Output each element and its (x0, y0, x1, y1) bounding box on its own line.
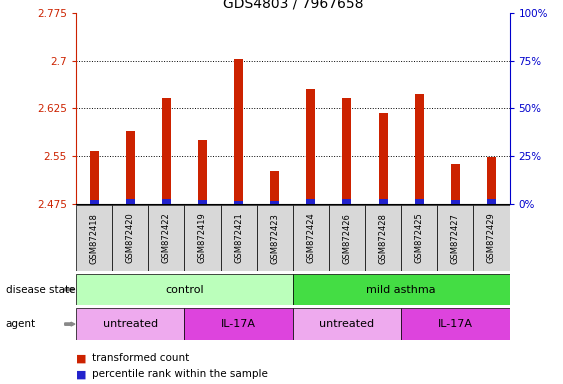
Bar (198, 140, 207, 204)
Text: GSM872423: GSM872423 (270, 213, 279, 263)
Bar (126, 199, 135, 204)
FancyBboxPatch shape (148, 205, 185, 271)
FancyBboxPatch shape (257, 205, 293, 271)
Text: GSM872421: GSM872421 (234, 213, 243, 263)
Bar (90, 151, 99, 204)
Text: GSM872418: GSM872418 (90, 213, 99, 263)
Text: GSM872419: GSM872419 (198, 213, 207, 263)
Text: percentile rank within the sample: percentile rank within the sample (92, 369, 267, 379)
FancyBboxPatch shape (76, 205, 112, 271)
Text: GSM872422: GSM872422 (162, 213, 171, 263)
FancyBboxPatch shape (76, 274, 293, 305)
Bar (306, 89, 315, 204)
Text: disease state: disease state (6, 285, 75, 295)
Text: GSM872429: GSM872429 (487, 213, 496, 263)
Bar (342, 98, 351, 204)
FancyBboxPatch shape (401, 205, 437, 271)
FancyBboxPatch shape (293, 205, 329, 271)
Bar (162, 199, 171, 204)
Bar (270, 201, 279, 204)
FancyBboxPatch shape (221, 205, 257, 271)
Bar (378, 113, 387, 204)
Bar (126, 131, 135, 204)
Bar (306, 199, 315, 204)
FancyBboxPatch shape (329, 205, 365, 271)
Bar (342, 199, 351, 204)
Bar (198, 200, 207, 204)
Bar (378, 199, 387, 204)
FancyBboxPatch shape (293, 274, 510, 305)
Bar (451, 164, 460, 204)
Bar (90, 200, 99, 204)
Text: IL-17A: IL-17A (221, 319, 256, 329)
Bar (487, 157, 496, 204)
Text: untreated: untreated (319, 319, 374, 329)
Text: GSM872427: GSM872427 (451, 213, 460, 263)
Title: GDS4803 / 7967658: GDS4803 / 7967658 (222, 0, 363, 11)
Text: IL-17A: IL-17A (438, 319, 473, 329)
Bar (162, 98, 171, 204)
Bar (234, 201, 243, 204)
Text: transformed count: transformed count (92, 353, 189, 363)
FancyBboxPatch shape (185, 205, 221, 271)
Text: GSM872420: GSM872420 (126, 213, 135, 263)
Text: agent: agent (6, 319, 36, 329)
FancyBboxPatch shape (76, 308, 185, 340)
Bar (234, 59, 243, 204)
Text: GSM872425: GSM872425 (415, 213, 424, 263)
Text: ■: ■ (76, 369, 87, 379)
Bar (270, 170, 279, 204)
Text: GSM872428: GSM872428 (378, 213, 387, 263)
Text: ■: ■ (76, 353, 87, 363)
FancyBboxPatch shape (185, 308, 293, 340)
FancyBboxPatch shape (293, 308, 401, 340)
Bar (487, 199, 496, 204)
Bar (451, 200, 460, 204)
FancyBboxPatch shape (401, 308, 510, 340)
Bar (415, 94, 424, 204)
Text: control: control (165, 285, 204, 295)
Text: mild asthma: mild asthma (367, 285, 436, 295)
FancyBboxPatch shape (473, 205, 510, 271)
FancyBboxPatch shape (437, 205, 473, 271)
Text: GSM872424: GSM872424 (306, 213, 315, 263)
Text: untreated: untreated (102, 319, 158, 329)
Text: GSM872426: GSM872426 (342, 213, 351, 263)
FancyBboxPatch shape (112, 205, 148, 271)
FancyBboxPatch shape (365, 205, 401, 271)
Bar (415, 199, 424, 204)
